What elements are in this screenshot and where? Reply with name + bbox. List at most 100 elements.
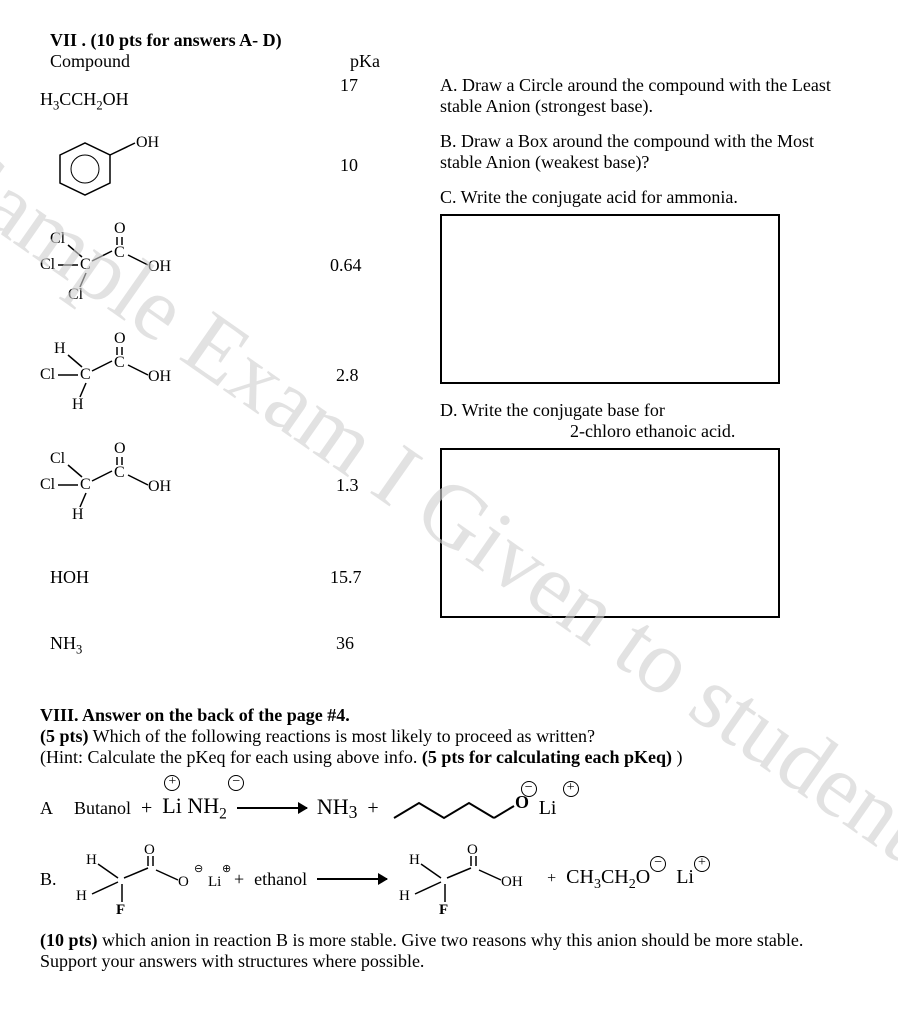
- pka-5: 1.3: [336, 475, 359, 496]
- plus-charge-icon: +: [563, 781, 579, 797]
- compound-row-3: Cl C Cl Cl C O OH 0.64: [40, 219, 420, 329]
- pka-6: 15.7: [330, 567, 362, 588]
- compound-1-formula: H3CCH2OH: [40, 89, 129, 114]
- chloro-structure: Cl C H H C O OH: [40, 329, 220, 429]
- svg-text:H: H: [72, 506, 84, 523]
- svg-text:O: O: [178, 874, 189, 890]
- reaction-a: A Butanol + + Li − NH2 NH3 + O − + L: [40, 788, 858, 828]
- col-pka-header: pKa: [350, 51, 380, 72]
- svg-text:O: O: [114, 440, 126, 457]
- section8-hint-bold: (5 pts for calculating each pKeq): [422, 747, 672, 767]
- compound-nh3: NH3: [50, 633, 82, 658]
- section8-footer: (10 pts) which anion in reaction B is mo…: [40, 930, 858, 972]
- svg-text:Li: Li: [208, 874, 221, 890]
- question-c: C. Write the conjugate acid for ammonia.: [440, 187, 858, 208]
- section8: VIII. Answer on the back of the page #4.…: [40, 705, 858, 972]
- plus-icon: +: [367, 797, 378, 820]
- reaction-a-butanol: Butanol: [74, 798, 131, 819]
- nh3-sub: 3: [349, 802, 358, 822]
- svg-text:C: C: [80, 366, 91, 383]
- svg-text:O: O: [114, 330, 126, 347]
- minus-charge-icon: −: [521, 781, 537, 797]
- nh3-label: NH: [317, 794, 349, 819]
- plus-charge-icon: +: [694, 856, 710, 872]
- question-d-line1: D. Write the conjugate base for: [440, 400, 858, 421]
- reaction-a-oli: − + Li: [539, 797, 557, 820]
- svg-text:F: F: [116, 902, 125, 918]
- section7-title: VII . (10 pts for answers A- D): [50, 30, 858, 51]
- nh-sub: 2: [219, 805, 227, 822]
- svg-text:Cl: Cl: [40, 476, 56, 493]
- footer-text: which anion in reaction B is more stable…: [40, 930, 803, 971]
- compound-row-5: Cl C Cl H C O OH 1.3: [40, 439, 420, 549]
- plus-icon: +: [141, 797, 152, 820]
- svg-text:H: H: [72, 396, 84, 413]
- svg-text:O: O: [114, 220, 126, 237]
- plus-icon: +: [234, 869, 244, 890]
- svg-text:Cl: Cl: [50, 450, 66, 467]
- nh-label: NH: [187, 793, 219, 818]
- compound-row-7: NH3 36: [40, 625, 420, 685]
- svg-text:Cl: Cl: [40, 256, 56, 273]
- arrow-icon: [237, 807, 307, 809]
- compound-row-2: OH 10: [40, 135, 420, 219]
- svg-text:H: H: [54, 340, 66, 357]
- svg-text:Cl: Cl: [40, 366, 56, 383]
- compound-row-6: HOH 15.7: [40, 559, 420, 619]
- svg-text:OH: OH: [136, 134, 160, 151]
- question-a: A. Draw a Circle around the compound wit…: [440, 75, 858, 117]
- compound-row-1: H3CCH2OH 17: [40, 75, 420, 135]
- pka-2: 10: [340, 155, 358, 176]
- pka-4: 2.8: [336, 365, 359, 386]
- svg-text:C: C: [114, 464, 125, 481]
- minus-charge-icon: −: [650, 856, 666, 872]
- section8-hint: (Hint: Calculate the pKeq for each using…: [40, 747, 858, 768]
- section8-q-line1: Which of the following reactions is most…: [89, 726, 596, 746]
- answer-box-c[interactable]: [440, 214, 780, 384]
- reaction-a-label: A: [40, 798, 64, 819]
- li-label: Li: [539, 797, 557, 819]
- butoxide-structure: O: [389, 788, 529, 828]
- trichloro-structure: Cl C Cl Cl C O OH: [40, 219, 220, 319]
- reaction-a-nh3: NH3: [317, 794, 358, 823]
- svg-text:H: H: [399, 888, 410, 904]
- svg-text:C: C: [114, 244, 125, 261]
- reaction-b-ethoxide: CH3CH2O− Li+: [566, 866, 710, 893]
- page-content: VII . (10 pts for answers A- D) Compound…: [40, 30, 858, 972]
- section8-hint-end: ): [672, 747, 683, 767]
- svg-text:OH: OH: [501, 874, 523, 890]
- svg-text:O: O: [144, 842, 155, 858]
- reaction-a-linh2: + Li − NH2: [162, 793, 227, 823]
- svg-text:OH: OH: [148, 368, 172, 385]
- svg-text:C: C: [114, 354, 125, 371]
- svg-text:H: H: [76, 888, 87, 904]
- plus-charge-icon: +: [164, 775, 180, 791]
- section8-title: VIII. Answer on the back of the page #4.: [40, 705, 858, 726]
- fluoroacid-structure: H H F O O ⊖ Li ⊕: [74, 844, 224, 914]
- footer-pts: (10 pts): [40, 930, 98, 950]
- answer-box-d[interactable]: [440, 448, 780, 618]
- compound-row-4: Cl C H H C O OH 2.8: [40, 329, 420, 439]
- svg-text:C: C: [80, 256, 91, 273]
- dichloro-structure: Cl C Cl H C O OH: [40, 439, 220, 539]
- svg-text:⊖: ⊖: [194, 863, 203, 875]
- svg-text:Cl: Cl: [68, 286, 84, 303]
- reaction-b-ethanol: ethanol: [254, 869, 307, 890]
- question-b: B. Draw a Box around the compound with t…: [440, 131, 858, 173]
- compound-hoh: HOH: [50, 567, 89, 588]
- li-label: Li: [676, 866, 694, 888]
- minus-charge-icon: −: [228, 775, 244, 791]
- arrow-icon: [317, 878, 387, 880]
- pka-7: 36: [336, 633, 354, 654]
- col-compound-header: Compound: [50, 51, 130, 72]
- svg-text:F: F: [439, 902, 448, 918]
- fluoroacid-product: H H F O OH: [397, 844, 537, 914]
- reaction-b-label: B.: [40, 869, 64, 890]
- questions-column: A. Draw a Circle around the compound wit…: [420, 75, 858, 685]
- phenol-structure: OH: [40, 135, 160, 215]
- svg-text:⊕: ⊕: [222, 863, 231, 875]
- svg-text:OH: OH: [148, 258, 172, 275]
- svg-text:Cl: Cl: [50, 230, 66, 247]
- reaction-b: B. H H F O O ⊖ Li ⊕ + ethanol: [40, 844, 858, 914]
- plus-icon: +: [547, 870, 556, 888]
